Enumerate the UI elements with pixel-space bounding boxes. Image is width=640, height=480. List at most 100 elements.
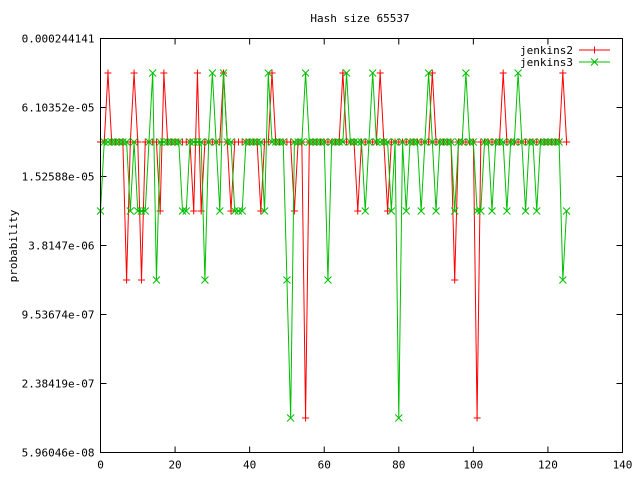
jenkins2-point [290,207,298,215]
jenkins3-point [361,207,370,215]
jenkins3-point [424,69,433,77]
jenkins3-point [495,138,504,146]
jenkins2-point [227,207,235,215]
x-tick-label: 40 [243,459,256,472]
jenkins3-point [182,207,191,215]
y-tick-label: 5.96046e-08 [22,447,95,460]
jenkins3-point [227,138,235,146]
jenkins3-point [469,138,478,146]
jenkins3-point [517,138,526,146]
jenkins3-point [413,138,422,146]
jenkins3-point [111,138,120,146]
jenkins3-point [383,138,392,146]
axes: 0 20 40 60 80 100 120 140 0.000244141 6.10352e-05… [22,33,633,472]
y-tick-label: 3.8147e-06 [28,239,94,252]
jenkins3-point [290,138,299,146]
jenkins3-point [122,138,131,146]
plot-frame [100,38,623,453]
jenkins3-point [409,138,418,146]
jenkins3-point [484,138,493,146]
x-tick-label: 140 [613,459,633,472]
y-tick-label: 2.38419e-07 [22,377,95,390]
jenkins3-point [562,207,571,215]
jenkins3-point [324,276,332,284]
jenkins3-point [197,138,206,146]
jenkins3-point [253,138,261,146]
jenkins3-point [544,138,552,146]
jenkins3-point [342,69,351,77]
jenkins3-point [208,69,217,77]
y-tick-label: 6.10352e-05 [22,102,95,115]
y-tick-label: 1.52588e-05 [22,171,95,184]
jenkins3-point [163,138,172,146]
jenkins3-point [435,138,444,146]
x-tick-label: 0 [97,459,104,472]
jenkins3-point [283,276,291,284]
jenkins3-point [193,138,202,146]
jenkins3-point [171,138,179,146]
jenkins2-point [104,69,112,77]
jenkins2-point [354,207,362,215]
y-axis-label: probability [7,209,20,282]
chart-title: Hash size 65537 [310,12,409,25]
jenkins3-point [264,69,273,77]
jenkins3-point [242,138,250,146]
jenkins3-point [547,138,556,146]
jenkins2-point [499,69,507,77]
jenkins3-point [558,276,567,284]
jenkins2-point [130,69,138,77]
jenkins3-point [480,138,489,146]
jenkins3-point [421,138,429,146]
jenkins3-point [107,138,116,146]
jenkins3-point [439,138,448,146]
jenkins3-point [465,138,474,146]
jenkins2-point [193,69,201,77]
jenkins3-point [145,138,153,146]
jenkins3-point [189,138,198,146]
jenkins3-point [204,138,213,146]
jenkins3-point [294,138,302,146]
jenkins3-point [394,414,403,422]
jenkins3-point [178,207,187,215]
jenkins3-point [160,138,168,146]
jenkins3-point [387,207,396,215]
jenkins3-point [167,138,176,146]
x-tick-label: 100 [463,459,483,472]
jenkins3-point [376,138,384,146]
jenkins3-point [551,138,560,146]
jenkins2-point [257,207,265,215]
jenkins3-point [458,138,467,146]
legend-marker [590,58,599,66]
x-tick-label: 80 [392,459,405,472]
jenkins3-point [365,138,373,146]
jenkins2-point [134,138,142,146]
jenkins3-point [503,207,511,215]
plot-area [96,69,571,422]
jenkins2-point [123,276,131,284]
jenkins3-point [268,138,276,146]
jenkins3-point [491,138,500,146]
jenkins2-point [287,138,295,146]
jenkins3-point [316,138,325,146]
legend-label: jenkins3 [520,56,573,69]
jenkins3-point [234,207,243,215]
jenkins3-point [476,207,485,215]
jenkins3-point [335,138,343,146]
jenkins3-point [156,138,165,146]
jenkins3-point [215,207,224,215]
y-tick-label: 9.53674e-07 [22,309,95,322]
legend-label: jenkins2 [520,44,573,57]
jenkins3-point [540,138,549,146]
jenkins3-point [104,138,112,146]
series-jenkins3 [96,69,571,422]
jenkins3-point [186,138,194,146]
jenkins2-point [190,207,198,215]
jenkins3-point [301,69,310,77]
jenkins3-point [454,138,463,146]
jenkins3-point [305,138,314,146]
jenkins2-point [384,207,392,215]
jenkins3-point [126,207,135,215]
jenkins3-point [148,69,157,77]
jenkins3-point [462,69,470,77]
jenkins2-point [559,69,567,77]
